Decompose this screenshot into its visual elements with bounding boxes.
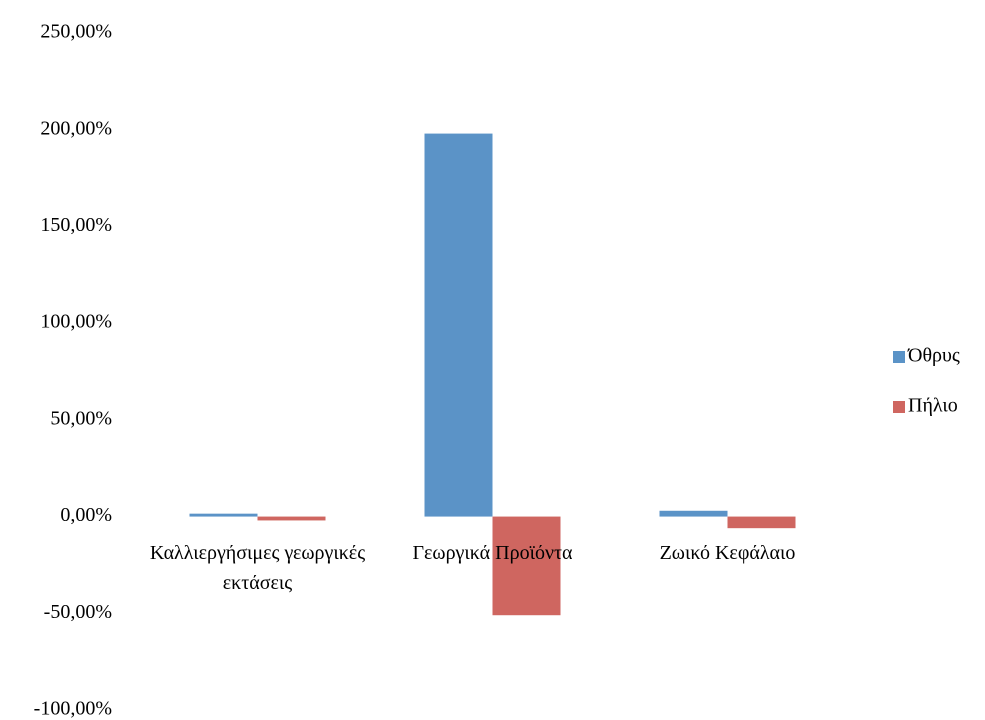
y-tick-label: 150,00% [40,214,112,236]
y-tick-label: 250,00% [40,21,112,43]
y-tick-label: 0,00% [60,504,112,526]
bar [189,513,258,517]
bar [257,516,326,521]
y-tick-label: -100,00% [34,698,112,720]
x-tick-label: Καλλιεργήσιμες γεωργικές εκτάσεις [149,542,366,594]
legend-swatch [893,351,905,363]
y-tick-label: 200,00% [40,117,112,139]
y-tick-label: -50,00% [44,601,112,623]
bar [424,133,493,517]
bar [492,516,561,616]
x-tick-label: Γεωργικά Προϊόντα [412,542,573,564]
x-tick-label: Ζωικό Κεφάλαιο [659,542,796,564]
legend-swatch [893,401,905,413]
y-tick-label: 50,00% [50,407,112,429]
legend-label: Πήλιο [908,395,958,417]
y-tick-label: 100,00% [40,311,112,333]
bar [727,516,796,529]
bar [659,510,728,517]
legend-label: Όθρυς [907,345,960,367]
